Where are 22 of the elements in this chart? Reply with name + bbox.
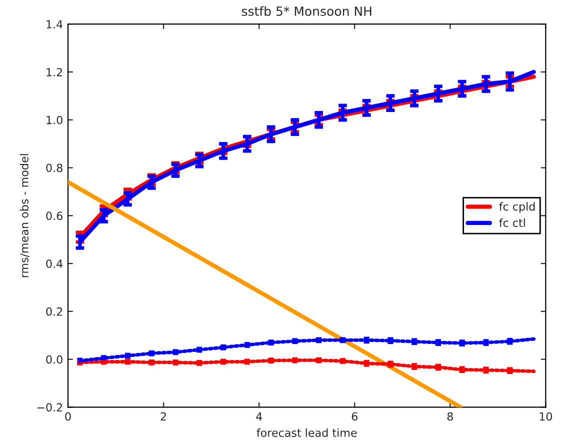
y-tick-label: 0.2: [46, 307, 62, 316]
y-tick-label: 0.0: [46, 355, 62, 364]
y-tick-label: 1.0: [46, 116, 62, 124]
legend-label: fc cpld: [499, 202, 535, 213]
line-series: [78, 358, 536, 374]
x-tick-label: 4: [256, 412, 262, 420]
y-tick-label: 0.4: [46, 260, 63, 268]
y-tick-label: −0.2: [37, 403, 62, 412]
x-axis-title: forecast lead time: [256, 428, 357, 437]
legend-label: fc ctl: [499, 218, 525, 228]
x-tick-label: 0: [65, 412, 71, 421]
x-tick-label: 10: [540, 412, 552, 421]
y-axis-title: rms/mean obs - model: [20, 154, 30, 278]
y-tick-label: 0.8: [46, 164, 62, 172]
x-tick-label: 8: [447, 412, 453, 421]
line-series: [78, 337, 536, 362]
y-tick-label: 0.6: [46, 212, 62, 220]
x-tick-label: 6: [352, 412, 358, 421]
y-tick-label: 1.2: [46, 68, 62, 76]
chart-title: sstfb 5* Monsoon NH: [242, 6, 372, 16]
y-tick-label: 1.4: [46, 20, 63, 28]
x-tick-label: 2: [160, 412, 166, 420]
